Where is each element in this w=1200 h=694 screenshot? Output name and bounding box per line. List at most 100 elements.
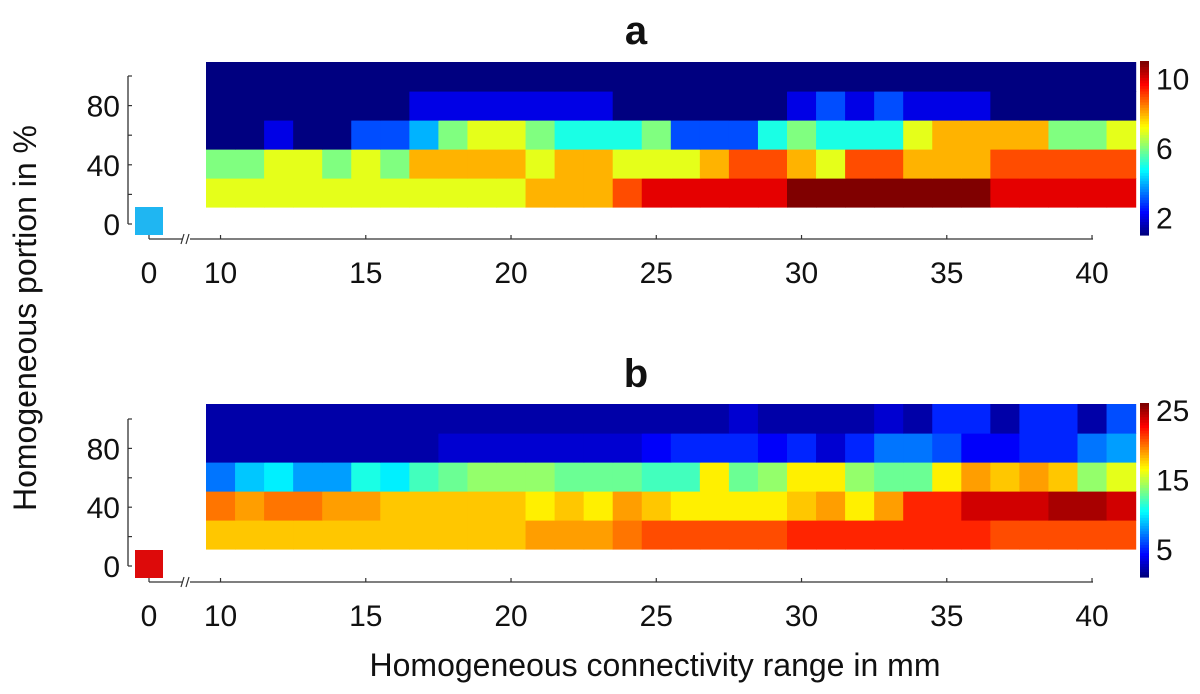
heatmap-cell [351,120,381,150]
heatmap-cell [728,433,759,463]
heatmap-cell [206,178,236,208]
heatmap-cell [903,491,933,521]
heatmap-cell [206,120,236,150]
heatmap-cell [670,433,701,463]
colorbar-segment [1140,525,1149,529]
heatmap-cell [322,120,352,150]
heatmap-cell [961,149,991,179]
colorbar-segment [1140,405,1149,410]
heatmap-cell [612,178,643,208]
heatmap-cell [699,178,730,208]
heatmap-cell [322,520,352,550]
heatmap-cell [961,462,991,492]
heatmap-cell [728,462,759,492]
heatmap-cell [322,149,352,179]
colorbar-segment [1140,232,1149,236]
colorbar-segment [1140,511,1149,516]
heatmap-cell [961,433,991,463]
x-tick-label: 35 [930,257,963,290]
heatmap-cell [206,462,236,492]
heatmap-cell [1048,62,1079,92]
heatmap-cell [235,120,265,150]
heatmap-cell [757,462,788,492]
heatmap-cell [525,520,556,550]
heatmap-cell [1106,178,1137,208]
colorbar-segment [1140,218,1149,223]
colorbar-tick-label: 15 [1156,465,1189,498]
heatmap-cell [728,62,759,92]
heatmap-cell [757,120,788,150]
heatmap-cell [932,520,962,550]
heatmap-cell [816,62,846,92]
heatmap-cell [1106,120,1137,150]
x-tick-label: 20 [494,257,527,290]
heatmap-cell [670,520,701,550]
heatmap-cell [1077,433,1108,463]
heatmap-cell [787,149,817,179]
heatmap-cell [990,178,1020,208]
heatmap-cell [845,433,875,463]
colorbar-segment [1140,574,1149,578]
heatmap-cell [293,62,323,92]
heatmap-cell [496,462,527,492]
heatmap-cell [525,149,556,179]
heatmap-cell [1019,404,1050,434]
colorbar-segment [1140,430,1149,434]
colorbar-segment [1140,137,1149,141]
colorbar-segment [1140,517,1149,521]
heatmap-cell [699,491,730,521]
heatmap-cell [699,120,730,150]
heatmap-cell [264,404,294,434]
heatmap-cell [322,433,352,463]
x-tick-label: 15 [349,600,382,633]
colorbar-segment [1140,541,1149,545]
colorbar-segment [1140,123,1149,127]
heatmap-cell [380,62,410,92]
heatmap-cell [583,404,614,434]
heatmap-cell [612,462,643,492]
colorbar-tick-label: 6 [1156,133,1173,166]
colorbar-segment [1140,424,1149,429]
colorbar-segment [1140,419,1149,423]
colorbar-segment [1140,560,1149,565]
heatmap-cell [554,491,585,521]
heatmap-cell [932,149,962,179]
colorbar-segment [1140,432,1149,437]
heatmap-cell [845,462,875,492]
panel-title: a [625,9,648,53]
colorbar-segment [1140,74,1149,78]
heatmap-cell [467,462,498,492]
heatmap-cell [380,120,410,150]
heatmap-cell [351,520,381,550]
heatmap-cell [757,91,788,121]
heatmap-cell [932,178,962,208]
heatmap-cell [235,462,265,492]
heatmap-cell [641,178,672,208]
colorbar-segment [1140,490,1149,494]
axis-break-icon [180,233,190,245]
x-tick-label: 25 [640,257,673,290]
heatmap-cell [351,62,381,92]
heatmap-cell [554,149,585,179]
heatmap-cell [1106,149,1137,179]
x-tick-label: 10 [204,600,237,633]
heatmap-cell [932,62,962,92]
heatmap-cell [816,491,846,521]
colorbar-segment [1140,509,1149,513]
heatmap-cell [845,91,875,121]
heatmap-cell [351,149,381,179]
heatmap-cell [525,178,556,208]
heatmap-cell [322,62,352,92]
heatmap-cell [932,404,962,434]
heatmap-cell [525,491,556,521]
colorbar-segment [1140,500,1149,505]
colorbar-segment [1140,443,1149,448]
heatmap-cell [845,120,875,150]
heatmap-cell [1106,520,1137,550]
colorbar-segment [1140,196,1149,201]
heatmap-cell [757,433,788,463]
heatmap-cell [845,491,875,521]
heatmap-cell [816,404,846,434]
heatmap-cell [554,120,585,150]
